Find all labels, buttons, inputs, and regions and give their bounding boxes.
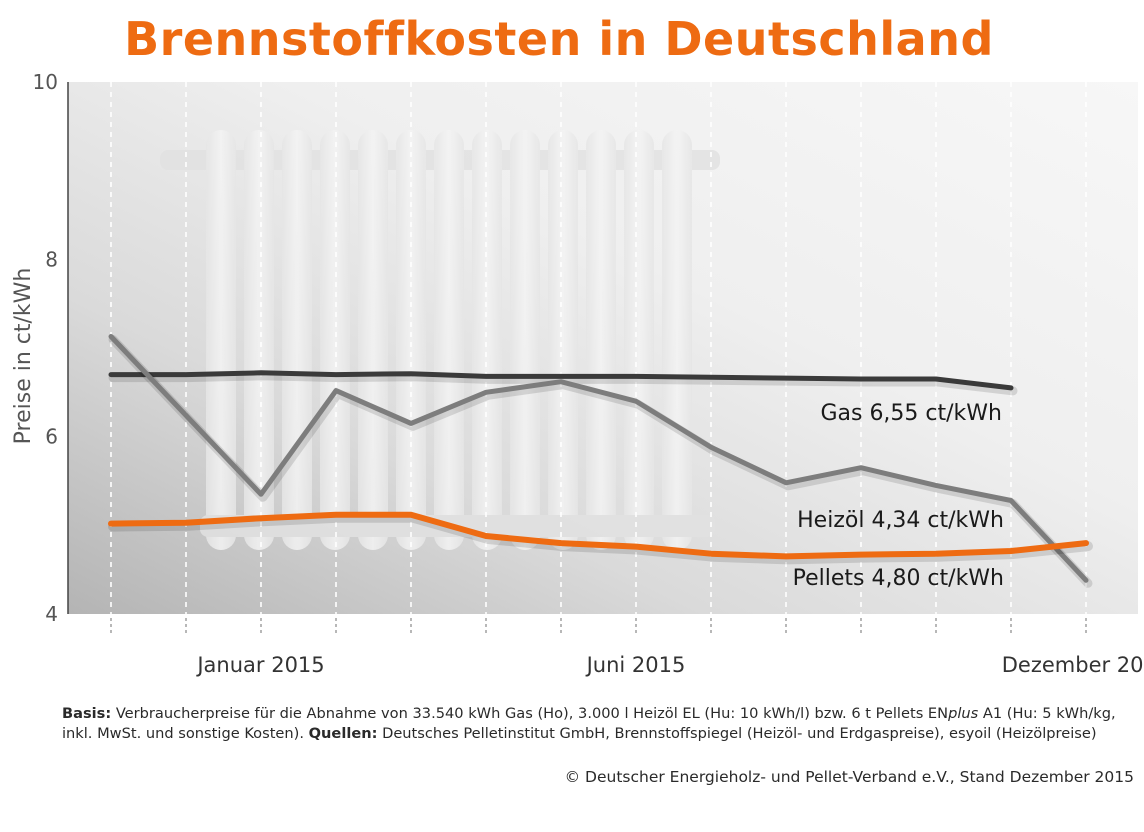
basis-text-1: Verbraucherpreise für die Abnahme von 33… [111, 705, 949, 722]
pellets-series-label: Pellets 4,80 ct/kWh [793, 566, 1004, 591]
radiator-fin [244, 130, 274, 550]
heizoel-series-label: Heizöl 4,34 ct/kWh [797, 508, 1004, 533]
basis-text-3: Deutsches Pelletinstitut GmbH, Brennstof… [377, 725, 1097, 742]
chart-title: Brennstoffkosten in Deutschland [124, 12, 994, 66]
radiator-fin [548, 130, 578, 550]
radiator-watermark [160, 130, 720, 550]
radiator-fin [510, 130, 540, 550]
radiator-fin [624, 130, 654, 550]
radiator-fin [358, 130, 388, 550]
basis-text-2: A1 (Hu: 5 kWh/kg, inkl. MwSt. und sonsti… [62, 705, 1116, 742]
gas-line [108, 370, 1014, 391]
y-tick-label: 4 [45, 602, 58, 626]
basis-note: Basis: Verbraucherpreise für die Abnahme… [62, 704, 1140, 744]
y-axis-ticks: 4 6 8 10 [33, 70, 58, 626]
gas-series-label: Gas 6,55 ct/kWh [820, 401, 1002, 426]
sources-label: Quellen: [308, 725, 378, 742]
radiator-fin [206, 130, 236, 550]
y-tick-label: 6 [45, 425, 58, 449]
pellets-line [108, 511, 1089, 560]
radiator-fin [662, 130, 692, 550]
x-tick-label: Juni 2015 [585, 653, 686, 677]
heizoel-line [108, 334, 1089, 583]
basis-label: Basis: [62, 705, 112, 722]
y-tick-label: 10 [33, 70, 58, 94]
copyright-note: © Deutscher Energieholz- und Pellet-Verb… [564, 768, 1134, 786]
y-axis-label: Preise in ct/kWh [11, 268, 36, 445]
gas-line-shadow [108, 371, 1018, 396]
x-tick-label: Januar 2015 [195, 653, 324, 677]
radiator-fin [282, 130, 312, 550]
radiator-fin [434, 130, 464, 550]
radiator-fin [396, 130, 426, 550]
radiator-fin [320, 130, 350, 550]
basis-plus: plus [948, 705, 979, 722]
radiator-fin [472, 130, 502, 550]
series-lines [108, 334, 1093, 588]
x-axis-ticks: Januar 2015 Juni 2015 Dezember 2015 [110, 618, 1144, 677]
y-tick-label: 8 [45, 247, 58, 271]
x-tick-label: Dezember 2015 [1002, 653, 1144, 677]
radiator-fin [586, 130, 616, 550]
